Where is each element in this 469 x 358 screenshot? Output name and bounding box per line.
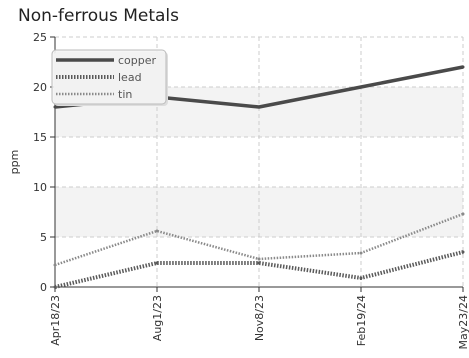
data-point-tin <box>53 263 57 267</box>
legend-box <box>51 49 167 105</box>
x-tick-label: Feb19/24 <box>355 295 368 346</box>
chart-title: Non-ferrous Metals <box>18 6 180 26</box>
data-point-lead <box>53 285 57 289</box>
x-tick-label: Nov8/23 <box>253 295 266 341</box>
data-point-lead <box>155 261 159 265</box>
data-point-copper <box>53 105 57 109</box>
data-point-lead <box>359 276 363 280</box>
legend-label-tin: tin <box>118 88 132 101</box>
y-tick-label: 5 <box>40 231 47 244</box>
x-tick-label: Aug1/23 <box>151 295 164 341</box>
x-tick-label: May23/24 <box>457 295 469 349</box>
data-point-copper <box>461 65 465 69</box>
data-point-tin <box>257 257 261 261</box>
y-tick-label: 25 <box>33 31 47 44</box>
data-point-tin <box>155 229 159 233</box>
data-point-tin <box>461 212 465 216</box>
y-tick-label: 0 <box>40 281 47 294</box>
y-axis-label: ppm <box>8 150 21 175</box>
data-point-tin <box>359 251 363 255</box>
data-point-copper <box>359 85 363 89</box>
data-point-lead <box>461 250 465 254</box>
series-line-lead <box>54 250 464 289</box>
legend-label-copper: copper <box>118 54 157 67</box>
x-tick-label: Apr18/23 <box>49 295 62 346</box>
data-point-lead <box>257 261 261 265</box>
y-tick-label: 10 <box>33 181 47 194</box>
y-tick-label: 20 <box>33 81 47 94</box>
data-point-copper <box>257 105 261 109</box>
y-tick-label: 15 <box>33 131 47 144</box>
legend-label-lead: lead <box>118 71 142 84</box>
